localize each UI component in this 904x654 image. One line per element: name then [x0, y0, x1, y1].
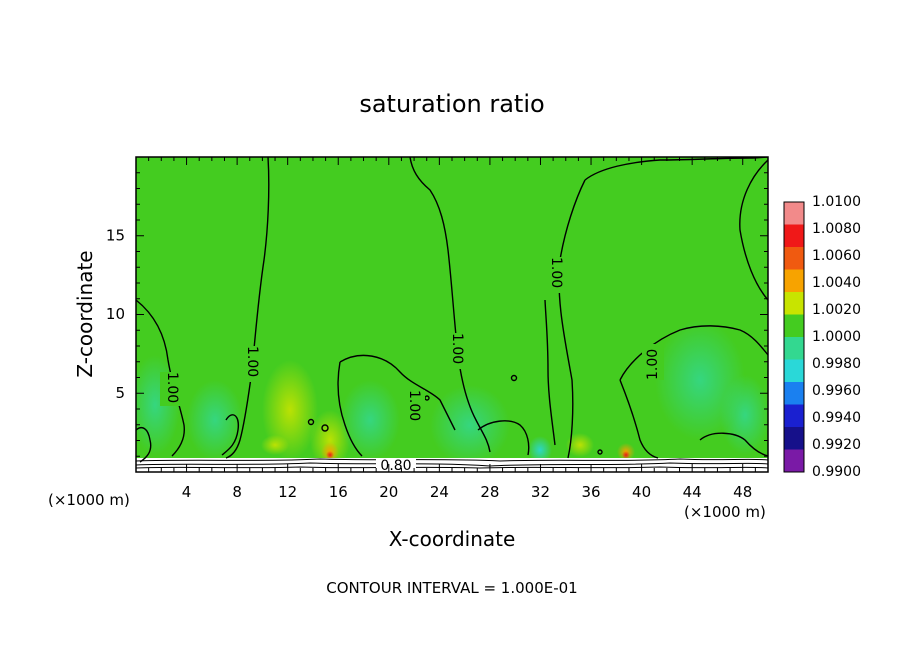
contour-label: 1.00: [645, 349, 661, 380]
contour-lines: [136, 157, 768, 463]
contour-label: 1.00: [406, 390, 422, 421]
x-unit-right: (×1000 m): [684, 503, 766, 521]
colorbar-label: 0.9900: [812, 464, 861, 480]
colorbar-label: 1.0040: [812, 275, 861, 291]
colorbar-label: 0.9920: [812, 437, 861, 453]
chart-title: saturation ratio: [359, 90, 544, 118]
y-axis-label: Z-coordinate: [73, 250, 97, 377]
colorbar-frame: [783, 201, 805, 473]
x-tick-label: 44: [683, 483, 702, 501]
colorbar-swatch: [784, 382, 804, 405]
contour-label: 1.00: [548, 257, 564, 288]
y-tick-label: 10: [106, 305, 125, 323]
x-tick-label: 36: [581, 483, 600, 501]
colorbar: 1.0100 1.0080 1.0060 1.0040 1.0020 1.0000 0.99…: [783, 194, 861, 480]
colorbar-swatch: [784, 202, 804, 225]
colorbar-swatch: [784, 292, 804, 315]
x-tick-label: 16: [329, 483, 348, 501]
colorbar-swatch: [784, 269, 804, 292]
colorbar-swatch: [784, 404, 804, 427]
contour-label-group: 1.00 1.00 1.00 1.00 1.00 1.00 0.80: [160, 257, 664, 474]
colorbar-label: 0.9940: [812, 410, 861, 426]
contour-label: 1.00: [244, 346, 260, 377]
x-tick-label: 48: [733, 483, 752, 501]
surface-contours: [136, 458, 768, 469]
x-tick-label: 12: [278, 483, 297, 501]
colorbar-swatch: [784, 224, 804, 247]
contour-label: 0.80: [380, 458, 411, 474]
x-tick-label: 24: [430, 483, 449, 501]
y-tick-label: 15: [106, 226, 125, 244]
colorbar-label: 1.0100: [812, 194, 861, 210]
colorbar-label: 1.0000: [812, 329, 861, 345]
field-anomalies: [136, 320, 768, 470]
y-tick-label: 5: [115, 384, 125, 402]
colorbar-swatch: [784, 314, 804, 337]
colorbar-label: 1.0080: [812, 221, 861, 237]
x-axis-label: X-coordinate: [389, 527, 516, 551]
colorbar-swatch: [784, 247, 804, 270]
colorbar-swatch: [784, 427, 804, 450]
x-tick-label: 32: [531, 483, 550, 501]
colorbar-label: 1.0020: [812, 302, 861, 318]
colorbar-label: 0.9960: [812, 383, 861, 399]
plot-area: 1.00 1.00 1.00 1.00 1.00 1.00 0.80: [136, 157, 768, 474]
x-unit-left: (×1000 m): [48, 491, 130, 509]
surface-band: [136, 458, 768, 472]
x-tick-label: 28: [480, 483, 499, 501]
contour-label: 1.00: [164, 372, 180, 403]
contour-label: 1.00: [449, 333, 465, 364]
x-axis-ticks: 4 8 12 16 20 24 28 32 36 40 44 48: [148, 157, 756, 501]
colorbar-label: 0.9980: [812, 356, 861, 372]
colorbar-swatch: [784, 359, 804, 382]
y-axis-ticks: 5 10 15: [106, 172, 768, 457]
x-tick-label: 8: [232, 483, 242, 501]
contour-interval-note: CONTOUR INTERVAL = 1.000E-01: [326, 579, 577, 597]
x-tick-label: 4: [182, 483, 192, 501]
colorbar-swatch: [784, 449, 804, 472]
x-tick-label: 40: [632, 483, 651, 501]
colorbar-label: 1.0060: [812, 248, 861, 264]
colorbar-swatch: [784, 337, 804, 360]
x-tick-label: 20: [379, 483, 398, 501]
